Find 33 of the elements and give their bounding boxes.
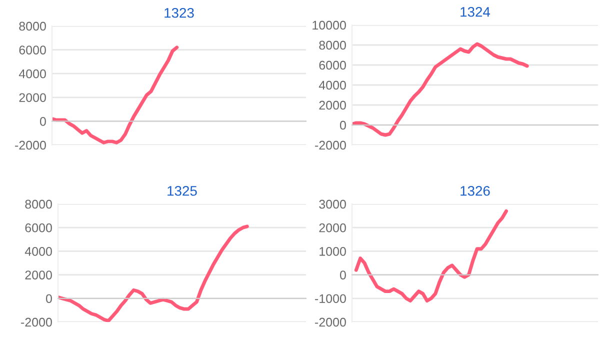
y-tick-label: 2000 — [319, 223, 346, 232]
y-tick-label: 0 — [40, 117, 46, 126]
chart-title: 1324 — [460, 6, 490, 17]
y-tick-label: 0 — [340, 120, 346, 130]
y-tick-label: 8000 — [19, 22, 46, 31]
y-tick-label: 6000 — [19, 46, 46, 54]
y-tick-label: 8000 — [25, 200, 52, 209]
line-series — [52, 46, 179, 144]
chart-title: 1326 — [460, 186, 490, 196]
line-series — [352, 42, 529, 137]
y-tick-label: 2000 — [25, 270, 52, 280]
chart-title: 1325 — [168, 186, 197, 196]
y-tick-label: 4000 — [18, 69, 46, 78]
y-tick-label: 8000 — [319, 40, 346, 50]
y-tick-label: -1000 — [315, 294, 346, 304]
y-tick-label: 6000 — [25, 223, 52, 232]
y-tick-label: -2000 — [315, 318, 346, 327]
y-tick-label: 3000 — [319, 200, 346, 209]
line-series — [58, 224, 249, 322]
y-tick-label: -2000 — [15, 140, 46, 150]
y-tick-label: 2000 — [319, 100, 346, 110]
y-tick-label: 0 — [46, 294, 52, 304]
y-tick-label: 0 — [340, 270, 346, 280]
y-tick-label: 4000 — [24, 247, 52, 256]
chart-title: 1323 — [164, 8, 194, 18]
line-series — [354, 209, 508, 302]
y-tick-label: -2000 — [315, 140, 346, 150]
y-tick-label: 2000 — [19, 93, 46, 102]
y-tick-label: 10000 — [312, 20, 346, 30]
y-tick-label: 4000 — [318, 80, 346, 90]
y-tick-label: -2000 — [21, 318, 52, 327]
y-tick-label: 1000 — [320, 247, 346, 256]
y-tick-label: 6000 — [319, 60, 346, 70]
